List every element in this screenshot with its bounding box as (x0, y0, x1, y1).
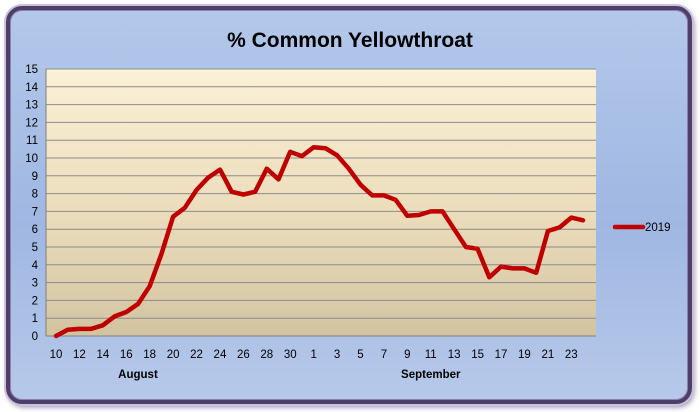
x-tick-label: 20 (167, 349, 180, 361)
plot-area (46, 69, 596, 336)
y-tick-label: 8 (32, 189, 38, 201)
y-tick-label: 3 (32, 278, 38, 290)
y-tick-label: 10 (25, 153, 38, 165)
x-tick-label: 9 (404, 349, 410, 361)
y-tick-label: 13 (25, 100, 38, 112)
y-tick-label: 15 (25, 64, 38, 76)
y-tick-label: 5 (32, 242, 38, 254)
x-tick-label: 3 (334, 349, 340, 361)
x-tick-label: 23 (565, 349, 578, 361)
x-tick-label: 24 (214, 349, 227, 361)
series-group (53, 145, 586, 339)
y-tick-label: 1 (32, 313, 38, 325)
month-label: August (118, 369, 158, 381)
y-tick-label: 11 (26, 135, 38, 147)
y-tick-label: 2 (32, 295, 38, 307)
x-tick-label: 22 (190, 349, 203, 361)
y-tick-label: 14 (25, 82, 38, 94)
x-tick-label: 21 (541, 349, 554, 361)
x-tick-label: 5 (357, 349, 363, 361)
x-tick-label: 11 (425, 349, 437, 361)
x-tick-label: 17 (495, 349, 508, 361)
legend: 2019 (612, 222, 671, 234)
x-tick-label: 10 (50, 349, 63, 361)
y-tick-label: 0 (32, 331, 38, 343)
x-tick-label: 13 (448, 349, 461, 361)
x-tick-label: 19 (518, 349, 531, 361)
month-label: September (401, 369, 461, 381)
legend-label: 2019 (645, 222, 671, 234)
month-labels: August September (118, 369, 461, 381)
series-line-2019 (53, 145, 586, 339)
y-tick-label: 7 (32, 206, 38, 218)
x-tick-label: 30 (284, 349, 297, 361)
y-tick-label: 6 (32, 224, 38, 236)
y-tick-label: 4 (32, 260, 39, 272)
x-tick-label: 26 (237, 349, 250, 361)
axes (45, 69, 596, 337)
x-tick-label: 15 (471, 349, 484, 361)
chart-title: % Common Yellowthroat (227, 29, 473, 52)
x-tick-label: 14 (96, 349, 109, 361)
x-tick-labels: 10 12 14 16 18 20 22 24 26 28 30 1 3 5 7 9 11 13 15 17 19 21 2… (50, 349, 578, 361)
x-tick-label: 28 (260, 349, 273, 361)
x-tick-label: 18 (143, 349, 156, 361)
x-tick-label: 12 (73, 349, 86, 361)
y-tick-label: 9 (32, 171, 38, 183)
gridlines (46, 68, 596, 319)
y-tick-label: 12 (25, 117, 38, 129)
x-tick-label: 16 (120, 349, 133, 361)
x-tick-label: 7 (381, 349, 387, 361)
x-tick-label: 1 (310, 349, 316, 361)
